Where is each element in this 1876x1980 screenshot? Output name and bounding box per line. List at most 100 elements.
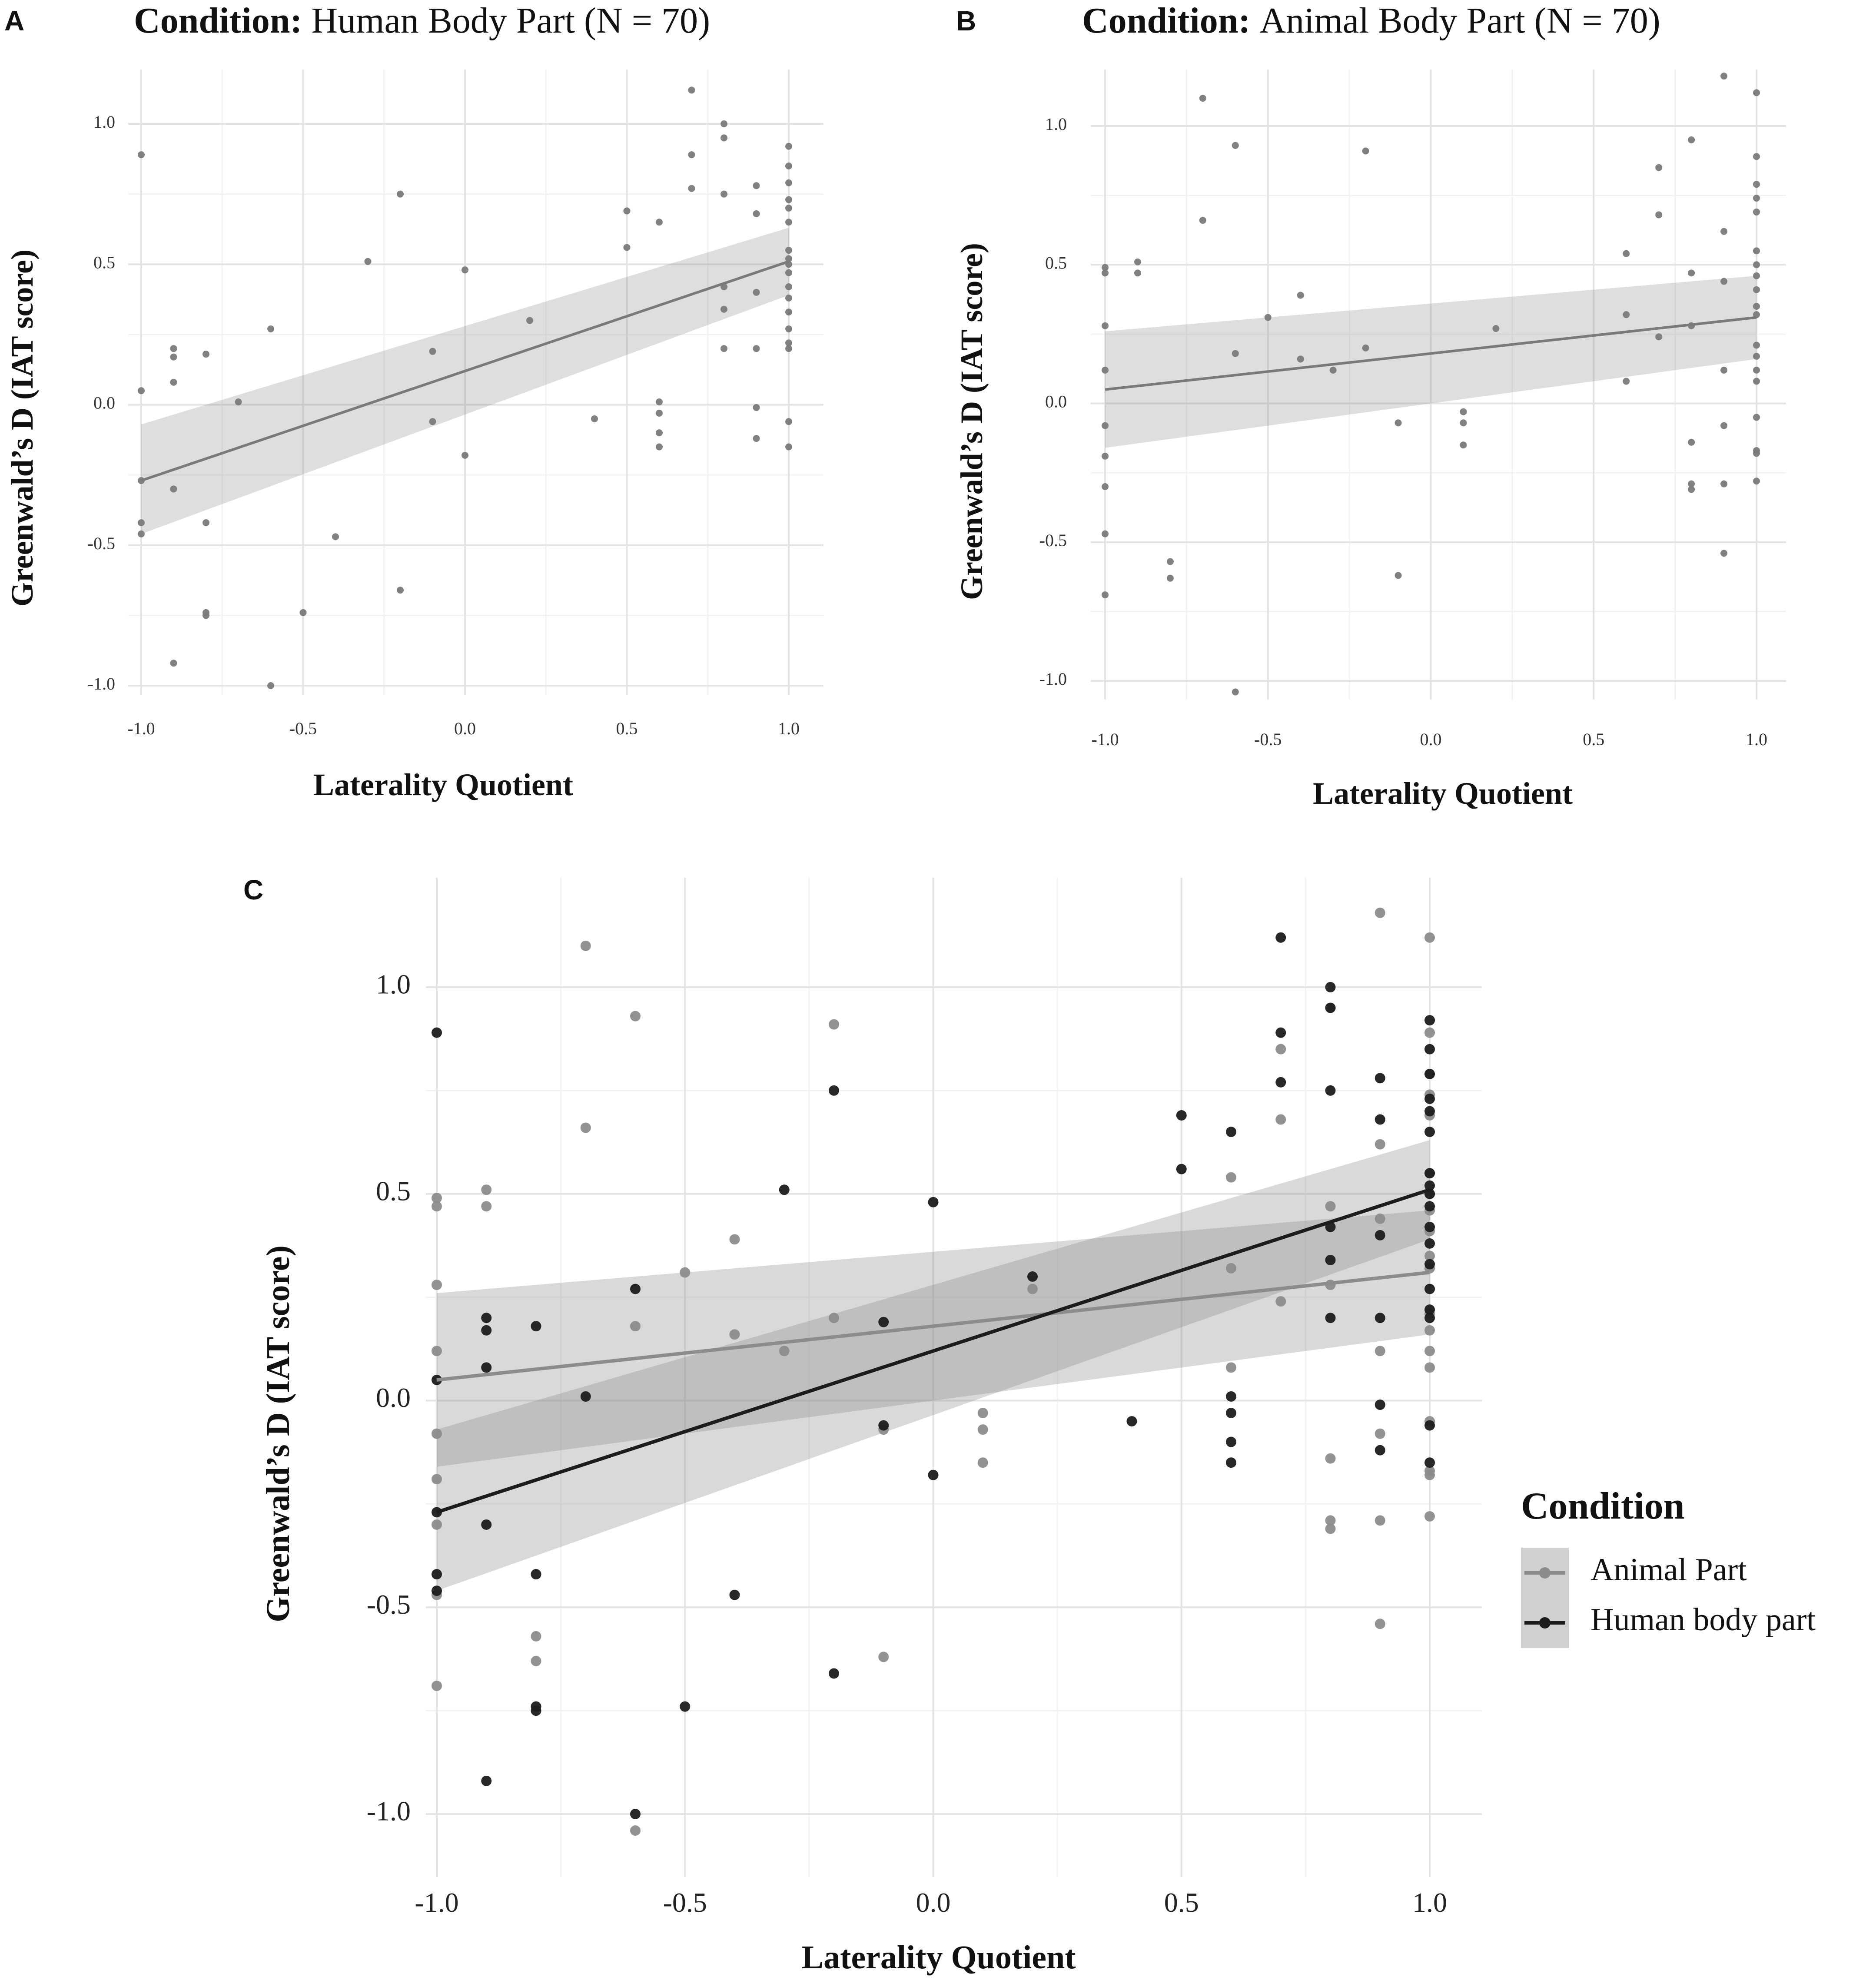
- data-point: [977, 1424, 988, 1435]
- data-point: [1720, 278, 1728, 285]
- data-point: [1623, 250, 1630, 257]
- x-axis-title: Laterality Quotient: [313, 767, 573, 802]
- x-tick-label: 0.0: [1420, 730, 1442, 749]
- data-point: [1375, 1346, 1385, 1356]
- data-point: [785, 204, 792, 212]
- data-point: [170, 485, 177, 493]
- chart-title: Condition: Human Body Part (N = 70): [134, 0, 710, 41]
- data-point: [785, 283, 792, 290]
- data-point: [721, 134, 727, 142]
- data-point: [1753, 195, 1760, 202]
- data-point: [1424, 1511, 1435, 1522]
- panel-letter: A: [4, 5, 24, 36]
- data-point: [531, 1655, 541, 1666]
- confidence-band: [437, 1140, 1430, 1591]
- x-tick-label: -1.0: [1091, 730, 1119, 749]
- data-point: [1226, 1127, 1236, 1138]
- regression-line: [436, 1188, 1431, 1514]
- data-point: [1492, 325, 1500, 332]
- data-point: [580, 1122, 591, 1133]
- data-point: [1424, 1284, 1435, 1294]
- data-point: [721, 305, 727, 313]
- data-point: [1753, 352, 1760, 360]
- data-point: [1362, 147, 1369, 155]
- data-point: [1102, 269, 1109, 277]
- data-point: [1375, 1114, 1385, 1125]
- data-point: [785, 196, 792, 203]
- data-point: [878, 1317, 889, 1327]
- x-tick-label: -0.5: [289, 719, 317, 738]
- confidence-band: [141, 228, 789, 534]
- data-point: [1424, 1027, 1435, 1038]
- legend-key-point: [1539, 1567, 1551, 1579]
- data-point: [1753, 478, 1760, 485]
- data-point: [1688, 438, 1695, 446]
- data-point: [580, 1391, 591, 1402]
- data-point: [1297, 292, 1304, 299]
- data-point: [1424, 1068, 1435, 1079]
- data-point: [829, 1019, 839, 1030]
- data-point: [1753, 286, 1760, 293]
- data-point: [1753, 342, 1760, 349]
- data-point: [170, 660, 177, 667]
- data-point: [1424, 1106, 1435, 1117]
- data-point: [432, 1027, 442, 1038]
- data-point: [1655, 211, 1663, 219]
- data-point: [623, 207, 631, 215]
- data-point: [977, 1457, 988, 1468]
- data-point: [1375, 1618, 1385, 1629]
- data-point: [656, 443, 663, 451]
- series-points: [138, 86, 792, 689]
- data-point: [785, 246, 792, 254]
- gridlines: [426, 878, 1482, 1877]
- data-point: [630, 1284, 641, 1294]
- data-point: [432, 1346, 442, 1356]
- data-point: [1395, 419, 1402, 427]
- data-point: [1688, 486, 1695, 493]
- data-point: [630, 1809, 641, 1819]
- data-point: [688, 86, 695, 94]
- y-tick-label: 0.0: [93, 393, 115, 413]
- data-point: [1275, 932, 1286, 943]
- data-point: [481, 1519, 492, 1530]
- data-point: [1375, 1400, 1385, 1410]
- data-point: [580, 940, 591, 951]
- data-point: [1325, 1085, 1336, 1096]
- data-point: [1460, 441, 1467, 449]
- data-point: [1297, 355, 1304, 363]
- data-point: [1226, 1391, 1236, 1402]
- data-point: [785, 443, 792, 451]
- data-point: [1424, 1221, 1435, 1232]
- x-tick-label: 0.5: [616, 719, 638, 738]
- data-point: [1375, 1428, 1385, 1439]
- data-point: [1720, 550, 1728, 557]
- regression-line: [1105, 316, 1757, 391]
- data-point: [138, 519, 145, 527]
- y-tick-label: -1.0: [367, 1796, 411, 1827]
- chart-title-prefix: Condition:: [134, 0, 311, 41]
- data-point: [1226, 1436, 1236, 1447]
- x-tick-label: -1.0: [415, 1887, 458, 1918]
- data-point: [753, 182, 760, 189]
- data-point: [785, 219, 792, 226]
- data-point: [1753, 303, 1760, 310]
- data-point: [432, 1519, 442, 1530]
- gridlines: [128, 70, 823, 695]
- legend: Condition Animal Part Human body part: [1521, 1485, 1816, 1648]
- data-point: [481, 1775, 492, 1786]
- panel-letter: C: [243, 874, 263, 905]
- data-point: [432, 1585, 442, 1596]
- data-point: [1375, 1313, 1385, 1323]
- data-point: [1623, 311, 1630, 318]
- data-point: [1424, 1180, 1435, 1191]
- chart-title: Condition: Animal Body Part (N = 70): [1082, 0, 1660, 41]
- data-point: [1325, 1254, 1336, 1265]
- chart-title-prefix: Condition:: [1082, 0, 1259, 41]
- data-point: [1460, 419, 1467, 427]
- data-point: [1232, 350, 1239, 357]
- x-axis-title: Laterality Quotient: [801, 1939, 1076, 1976]
- data-point: [928, 1469, 939, 1480]
- data-point: [1275, 1044, 1286, 1055]
- data-point: [1688, 480, 1695, 488]
- data-point: [203, 351, 209, 358]
